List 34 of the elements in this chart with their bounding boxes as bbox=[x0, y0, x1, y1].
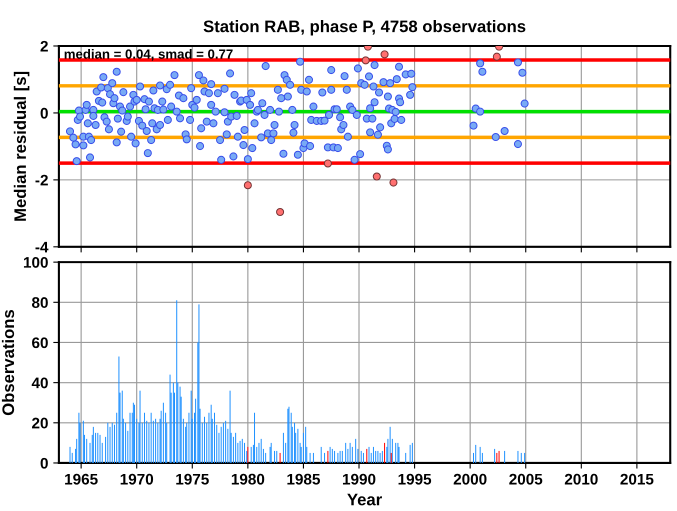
x-tick-label: 1970 bbox=[120, 474, 154, 485]
x-tick-label: 1995 bbox=[398, 474, 432, 485]
x-tick-label: 2015 bbox=[620, 474, 654, 485]
y-tick-label: 0 bbox=[40, 458, 48, 469]
point bbox=[276, 208, 284, 216]
chart-title: Station RAB, phase P, 4758 observations bbox=[204, 20, 526, 36]
x-tick-label: 1975 bbox=[176, 474, 209, 485]
y-axis-title: Observations bbox=[2, 310, 14, 416]
y-tick-label: 100 bbox=[24, 257, 48, 268]
y-tick-label: -2 bbox=[35, 174, 48, 186]
x-tick-label: 2005 bbox=[509, 474, 542, 485]
x-axis-title: Year bbox=[347, 494, 382, 506]
y-axis-title: Median residual [s] bbox=[14, 72, 30, 221]
point bbox=[244, 181, 252, 190]
x-tick-label: 1990 bbox=[342, 474, 376, 485]
y-tick-label: 2 bbox=[40, 40, 48, 52]
point bbox=[372, 172, 381, 181]
y-tick-label: 60 bbox=[32, 337, 48, 348]
point bbox=[380, 50, 389, 58]
y-tick-label: 80 bbox=[32, 297, 48, 308]
point bbox=[362, 56, 370, 64]
x-tick-label: 2000 bbox=[454, 474, 487, 485]
annotation: median = 0.04, smad = 0.77 bbox=[64, 49, 233, 61]
x-tick-label: 1985 bbox=[287, 474, 320, 485]
x-tick-label: 1980 bbox=[232, 474, 264, 485]
x-tick-label: 1965 bbox=[65, 474, 98, 485]
x-tick-label: 2010 bbox=[564, 474, 598, 485]
point bbox=[389, 178, 398, 187]
point bbox=[324, 159, 332, 168]
y-tick-label: 20 bbox=[32, 418, 48, 428]
y-tick-label: 40 bbox=[32, 378, 48, 388]
y-tick-label: 0 bbox=[40, 108, 48, 119]
y-tick-label: -4 bbox=[35, 242, 48, 252]
point bbox=[492, 52, 501, 61]
